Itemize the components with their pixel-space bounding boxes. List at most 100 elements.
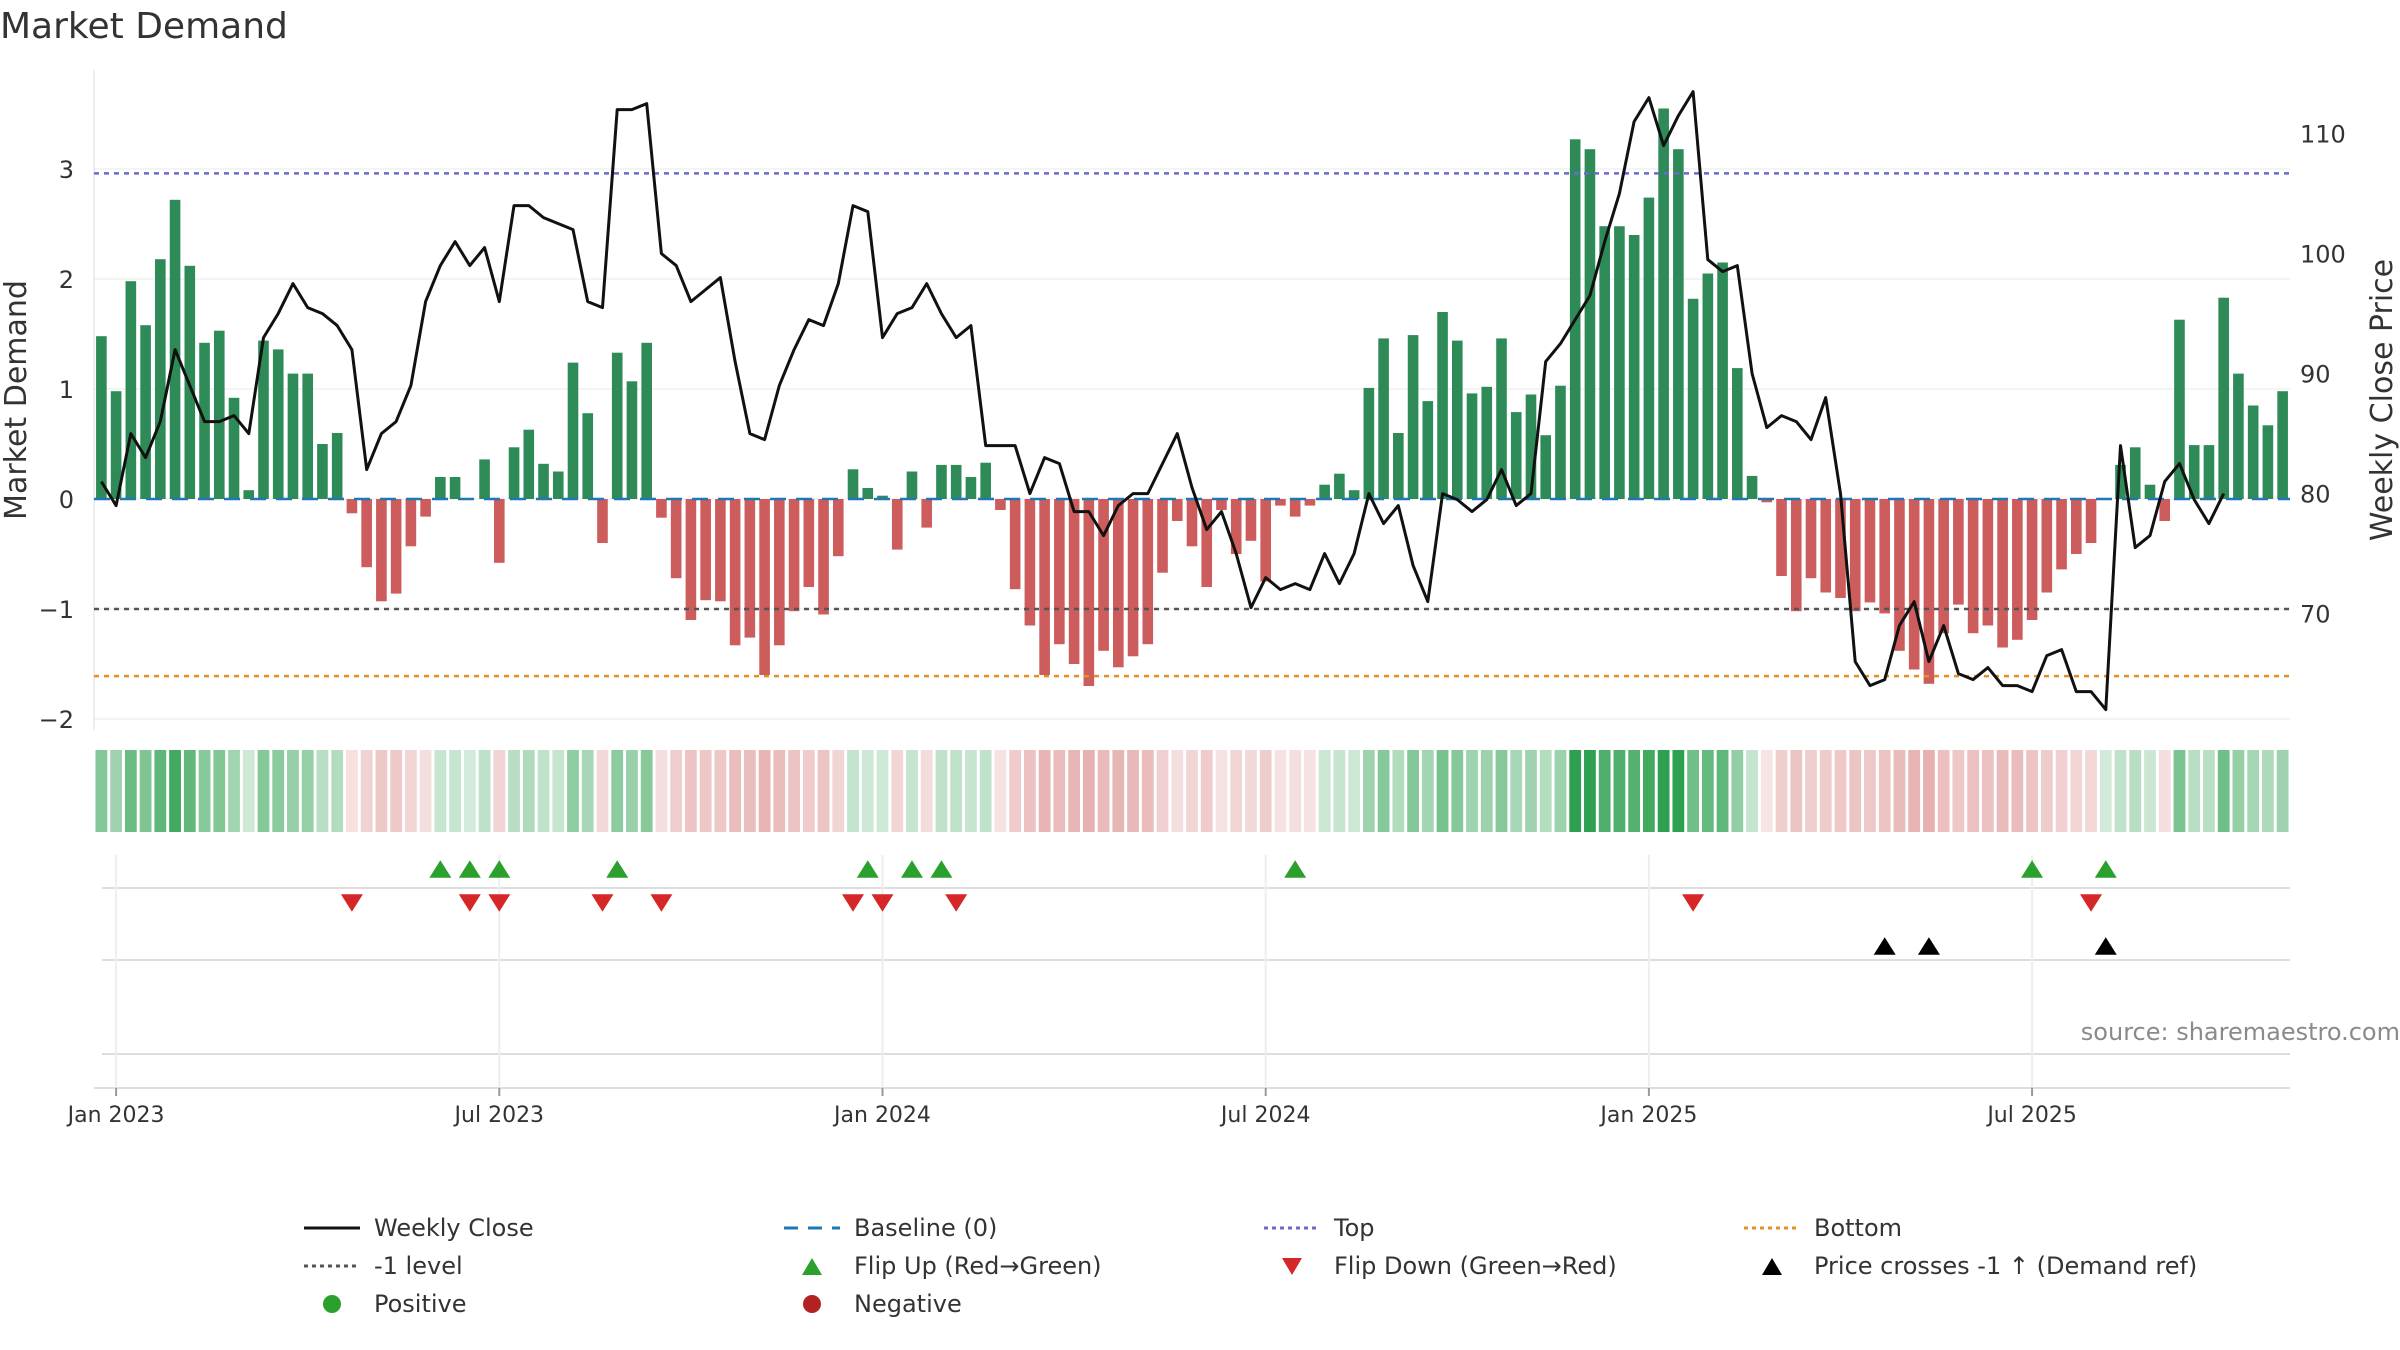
demand-bar bbox=[1201, 499, 1213, 587]
demand-bar bbox=[1835, 499, 1846, 598]
demand-bar bbox=[597, 499, 608, 543]
demand-bar bbox=[390, 499, 402, 594]
heat-cell bbox=[2070, 750, 2083, 832]
demand-bar bbox=[1127, 499, 1139, 657]
demand-bar bbox=[1407, 335, 1419, 499]
heat-cell bbox=[1584, 750, 1596, 832]
heat-cell bbox=[1274, 750, 1287, 832]
demand-bar bbox=[995, 499, 1006, 510]
legend-label: -1 level bbox=[374, 1252, 463, 1280]
heat-cell bbox=[522, 750, 535, 832]
demand-bar bbox=[1422, 401, 1434, 499]
heat-cell bbox=[2188, 750, 2201, 832]
heat-cell bbox=[1819, 750, 1832, 832]
heat-cell bbox=[1775, 750, 1788, 832]
x-tick-label: Jan 2024 bbox=[832, 1103, 931, 1128]
demand-bar bbox=[1275, 499, 1286, 506]
y2-tick-label: 70 bbox=[2300, 601, 2331, 629]
heat-cell bbox=[1598, 750, 1611, 832]
demand-bar bbox=[2218, 297, 2229, 499]
demand-bar bbox=[877, 495, 888, 499]
demand-bar bbox=[1967, 499, 1979, 634]
heat-cell bbox=[242, 750, 255, 832]
demand-bar bbox=[1908, 499, 1920, 670]
heat-cell bbox=[1525, 750, 1537, 832]
flip-up-marker bbox=[488, 860, 511, 878]
y2-axis-title: Weekly Close Price bbox=[2365, 259, 2400, 541]
legend-swatch bbox=[784, 1226, 840, 1230]
heat-cell bbox=[390, 750, 403, 832]
demand-bar bbox=[788, 499, 800, 612]
demand-bar bbox=[1643, 197, 1655, 499]
heat-cell bbox=[1333, 750, 1346, 832]
heat-cell bbox=[2129, 750, 2142, 832]
heat-cell bbox=[1421, 750, 1434, 832]
heat-cell bbox=[1141, 750, 1154, 832]
heat-cell bbox=[1304, 750, 1316, 832]
heat-cell bbox=[1186, 750, 1198, 832]
demand-bar bbox=[1864, 499, 1876, 603]
demand-bar bbox=[317, 444, 328, 499]
demand-bar bbox=[1628, 235, 1640, 499]
demand-bar bbox=[1584, 149, 1596, 499]
flip-down-marker bbox=[842, 894, 865, 912]
demand-bar bbox=[1186, 499, 1198, 547]
demand-bar bbox=[449, 477, 461, 499]
heat-cell bbox=[817, 750, 830, 832]
price-cross-marker bbox=[1873, 937, 1896, 955]
demand-bar bbox=[1746, 475, 1758, 499]
heat-cell bbox=[1245, 750, 1257, 832]
demand-bar bbox=[213, 330, 225, 499]
heat-cell bbox=[2114, 750, 2127, 832]
demand-bar bbox=[2159, 499, 2171, 521]
heat-cell bbox=[920, 750, 933, 832]
heat-cell bbox=[1023, 750, 1036, 832]
demand-bar bbox=[1083, 499, 1095, 686]
demand-bar bbox=[818, 499, 829, 615]
heat-cell bbox=[434, 750, 447, 832]
heat-cell bbox=[1701, 750, 1714, 832]
heat-cell bbox=[1923, 750, 1935, 832]
x-tick-label: Jul 2024 bbox=[1219, 1103, 1311, 1128]
demand-bar bbox=[243, 490, 255, 499]
heat-cell bbox=[2232, 750, 2245, 832]
demand-bar bbox=[611, 352, 623, 499]
flip-up-marker bbox=[900, 860, 923, 878]
heat-cell bbox=[346, 750, 358, 832]
heat-cell bbox=[1053, 750, 1066, 832]
demand-bar bbox=[1923, 499, 1935, 684]
demand-bar bbox=[700, 499, 711, 601]
heat-cell bbox=[1554, 750, 1567, 832]
demand-bar bbox=[302, 373, 314, 499]
y-tick-label: 3 bbox=[59, 156, 74, 184]
x-tick-label: Jan 2023 bbox=[66, 1103, 165, 1128]
heat-cell bbox=[1805, 750, 1817, 832]
demand-bar bbox=[1319, 484, 1330, 499]
flip-down-marker bbox=[591, 894, 614, 912]
heat-cell bbox=[1731, 750, 1744, 832]
demand-bar bbox=[1216, 499, 1227, 510]
legend-swatch bbox=[802, 1258, 822, 1275]
heat-cell bbox=[154, 750, 167, 832]
demand-bar bbox=[2041, 499, 2053, 593]
legend-label: Flip Down (Green→Red) bbox=[1334, 1252, 1617, 1280]
demand-bar bbox=[1230, 499, 1242, 554]
heat-cell bbox=[1068, 750, 1080, 832]
heat-cell bbox=[2099, 750, 2112, 832]
heat-cell bbox=[257, 750, 270, 832]
flip-up-marker bbox=[2094, 860, 2117, 878]
demand-bar bbox=[361, 499, 372, 568]
heat-cell bbox=[1510, 750, 1523, 832]
heat-cell bbox=[1657, 750, 1670, 832]
heat-cell bbox=[1952, 750, 1965, 832]
demand-bar bbox=[980, 462, 991, 499]
legend-item: Price crosses -1 ↑ (Demand ref) bbox=[1740, 1250, 2260, 1282]
heat-cell bbox=[1451, 750, 1464, 832]
heat-cell bbox=[493, 750, 506, 832]
demand-bar bbox=[1790, 499, 1802, 612]
demand-bar bbox=[965, 477, 977, 499]
heat-cell bbox=[640, 750, 653, 832]
heat-cell bbox=[169, 750, 181, 832]
demand-bar bbox=[2026, 499, 2038, 620]
